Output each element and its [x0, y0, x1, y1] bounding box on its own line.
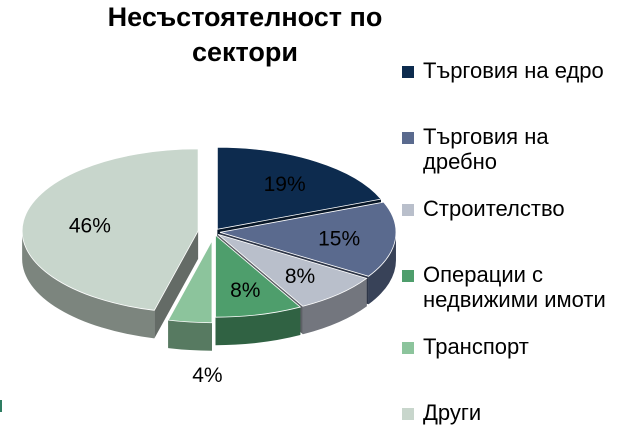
- legend-swatch-4: [402, 342, 414, 354]
- slice-side-4-0: [168, 320, 212, 351]
- legend-label-5: Други: [423, 400, 482, 425]
- edge-mark: [0, 400, 2, 412]
- pie-slice-5: [21, 148, 199, 339]
- legend-swatch-3: [402, 270, 414, 282]
- legend-label-0: Търговия на едро: [423, 58, 604, 83]
- slice-side-2-0: [302, 278, 367, 335]
- legend-item-4: Транспорт: [402, 334, 623, 359]
- legend-swatch-0: [402, 66, 414, 78]
- slice-top-1: [219, 201, 397, 277]
- chart-title: Несъстоятелност по сектори: [107, 2, 383, 67]
- legend-item-3: Операции с недвижими имоти: [402, 262, 623, 312]
- legend-label-2: Строителство: [423, 196, 565, 221]
- legend-label-1: Търговия на дребно: [423, 124, 549, 174]
- legend-item-0: Търговия на едро: [402, 58, 623, 83]
- slice-top-3: [215, 234, 302, 318]
- legend-swatch-2: [402, 204, 414, 216]
- slice-top-2: [217, 234, 368, 307]
- legend-item-1: Търговия на дребно: [402, 124, 623, 174]
- slice-side-5-0: [22, 230, 155, 339]
- data-label-2: 8%: [285, 265, 315, 288]
- legend-item-2: Строителство: [402, 196, 623, 221]
- slice-top-4: [167, 240, 213, 324]
- data-label-1: 15%: [318, 228, 360, 251]
- legend-swatch-1: [402, 132, 414, 144]
- slice-side-3-0: [215, 307, 301, 346]
- legend-swatch-5: [402, 408, 414, 420]
- slice-top-5: [21, 148, 199, 311]
- slice-top-0: [216, 146, 382, 230]
- pie-slice-3: [215, 234, 302, 346]
- data-label-3: 8%: [230, 279, 260, 302]
- slice-wall-5-0: [154, 230, 199, 339]
- legend-label-4: Транспорт: [423, 334, 529, 359]
- data-label-4: 4%: [192, 364, 222, 387]
- legend-item-5: Други: [402, 400, 623, 425]
- data-label-5: 46%: [69, 215, 111, 238]
- legend-label-3: Операции с недвижими имоти: [423, 262, 606, 312]
- slice-side-1-0: [368, 232, 396, 305]
- pie-slice-4: [167, 240, 213, 351]
- data-label-0: 19%: [264, 173, 306, 196]
